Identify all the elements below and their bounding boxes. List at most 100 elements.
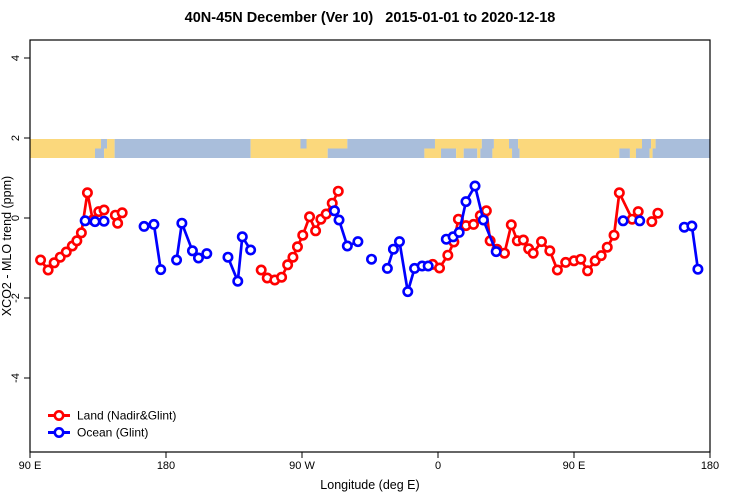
data-point-marker (387, 243, 399, 255)
data-point-marker (490, 246, 502, 258)
x-tick-label: 90 E (563, 460, 586, 472)
data-point-marker (60, 246, 72, 258)
map-band (30, 139, 710, 158)
data-point-marker (155, 264, 167, 276)
y-tick-label: -2 (10, 293, 22, 303)
data-point-marker (186, 245, 198, 257)
x-axis-label: Longitude (deg E) (320, 478, 419, 492)
data-point-marker (116, 207, 128, 219)
data-point-marker (498, 247, 510, 259)
data-point-marker (42, 264, 54, 276)
data-point-marker (75, 227, 87, 239)
legend-ocean-label: Ocean (Glint) (77, 426, 148, 440)
map-band-land-segment (250, 148, 328, 158)
data-point-marker (460, 196, 472, 208)
data-point-marker (613, 187, 625, 199)
data-point-marker (469, 180, 481, 192)
data-point-marker (582, 265, 594, 277)
map-band-ocean-segment (481, 139, 494, 149)
data-point-marker (192, 252, 204, 264)
series-line (39, 191, 106, 272)
map-band-ocean-segment (480, 148, 493, 158)
x-tick-label: 180 (701, 460, 719, 472)
ocean-series (79, 180, 704, 298)
data-point-marker (333, 214, 345, 226)
plot-frame (29, 39, 711, 453)
map-band-ocean-segment (642, 139, 652, 149)
data-point-marker (402, 286, 414, 298)
map-band-land-segment (456, 148, 464, 158)
legend: Land (Nadir&Glint) Ocean (Glint) (48, 409, 176, 440)
map-band-ocean-segment (327, 148, 425, 158)
data-point-marker (236, 231, 248, 243)
chart-title-dates: 2015-01-01 to 2020-12-18 (385, 10, 555, 26)
x-tick-label: 180 (157, 460, 175, 472)
data-point-marker (352, 236, 364, 248)
map-band-ocean-segment (94, 148, 105, 158)
data-point-marker (201, 248, 213, 260)
data-point-marker (652, 207, 664, 219)
chart-title: 40N-45N December (Ver 10) 2015-01-01 to 2… (185, 10, 556, 26)
data-point-marker (686, 220, 698, 232)
map-band-ocean-segment (512, 148, 520, 158)
data-point-marker (245, 244, 257, 256)
data-point-marker (255, 264, 267, 276)
data-point-marker (595, 250, 607, 262)
x-tick-label: 90 E (19, 460, 42, 472)
data-point-marker (551, 264, 563, 276)
map-band-land-segment (651, 139, 656, 149)
x-tick-label: 0 (435, 460, 441, 472)
data-point-marker (608, 229, 620, 241)
data-point-marker (560, 256, 572, 268)
data-point-marker (634, 215, 646, 227)
map-band-land-segment (519, 148, 620, 158)
chart-title-range: 40N-45N December (Ver 10) (185, 10, 374, 26)
map-band-land-segment (492, 148, 513, 158)
map-band-ocean-segment (619, 148, 630, 158)
map-band-land-segment (649, 148, 653, 158)
map-band-land-segment (104, 148, 115, 158)
map-band-ocean-segment (509, 139, 519, 149)
data-point-marker (297, 229, 309, 241)
x-tick-label: 90 W (289, 460, 315, 472)
data-point-marker (617, 215, 629, 227)
data-point-marker (692, 263, 704, 275)
data-point-marker (291, 241, 303, 253)
map-band-land-segment (30, 139, 102, 149)
data-point-marker (480, 205, 492, 217)
map-band-land-segment (493, 139, 510, 149)
data-point-marker (71, 235, 83, 247)
data-point-marker (341, 240, 353, 252)
map-band-ocean-segment (635, 148, 650, 158)
data-point-marker (328, 205, 340, 217)
legend-land-label: Land (Nadir&Glint) (77, 409, 176, 423)
data-point-marker (89, 216, 101, 228)
data-point-marker (148, 218, 160, 230)
legend-ocean-marker-icon (53, 426, 65, 438)
data-point-marker (517, 234, 529, 246)
map-band-land-segment (424, 148, 442, 158)
map-band-ocean-segment (101, 139, 108, 149)
data-point-marker (527, 247, 539, 259)
data-point-marker (366, 253, 378, 265)
data-point-marker (477, 214, 489, 226)
y-tick-label: 2 (10, 135, 22, 141)
data-point-marker (468, 218, 480, 230)
data-point-marker (536, 236, 548, 248)
data-point-marker (287, 251, 299, 263)
map-band-land-segment (30, 148, 95, 158)
data-point-marker (453, 226, 465, 238)
data-point-marker (434, 262, 446, 274)
map-band-ocean-segment (463, 148, 478, 158)
map-band-ocean-segment (347, 139, 435, 149)
series-line (682, 224, 700, 271)
map-band-ocean-segment (300, 139, 307, 149)
data-point-marker (35, 254, 47, 266)
data-point-marker (282, 259, 294, 271)
data-point-marker (222, 251, 234, 263)
map-band-ocean-segment (652, 148, 710, 158)
data-point-marker (442, 249, 454, 261)
data-point-marker (575, 253, 587, 265)
data-point-marker (79, 215, 91, 227)
